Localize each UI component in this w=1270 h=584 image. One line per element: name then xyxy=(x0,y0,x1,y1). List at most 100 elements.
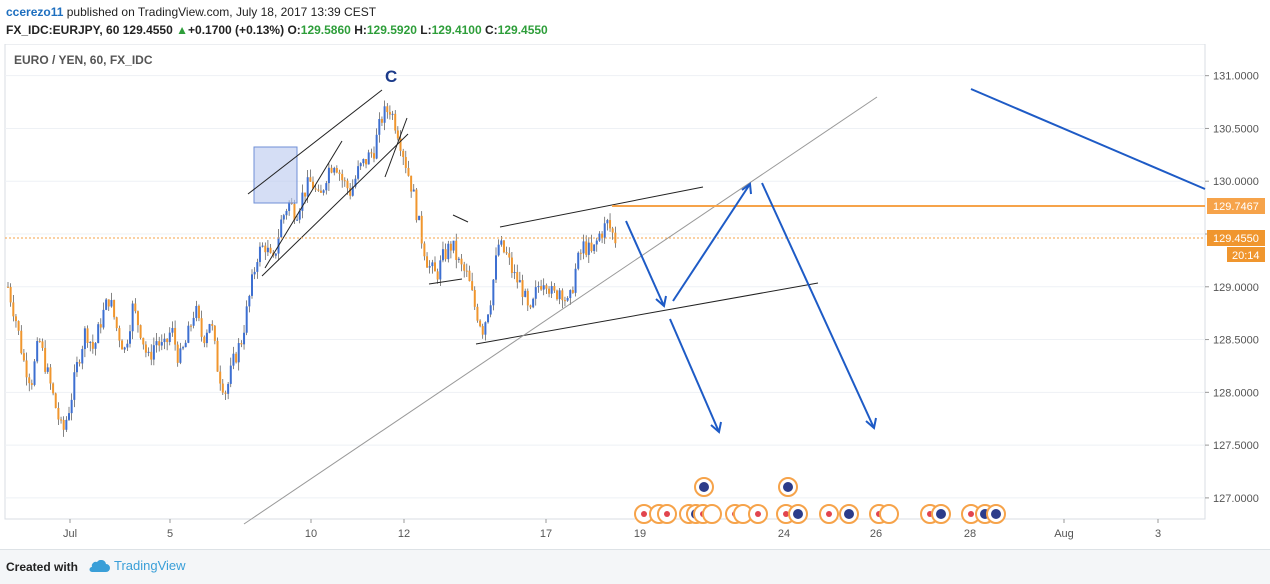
candle-body xyxy=(595,240,598,245)
candle-body xyxy=(601,233,604,238)
cloud-icon xyxy=(89,559,110,572)
candle-body xyxy=(195,305,198,318)
long-trendline[interactable] xyxy=(243,96,878,525)
candle-body xyxy=(152,345,155,360)
downtrend-line[interactable] xyxy=(970,88,1206,190)
candle-body xyxy=(68,413,70,420)
candle-body xyxy=(60,419,63,421)
candle-body xyxy=(20,330,23,354)
candle-body xyxy=(516,272,519,283)
candle-body xyxy=(378,118,381,135)
triangle-lower-line[interactable] xyxy=(475,282,819,345)
candle-body xyxy=(49,367,52,384)
high-label: H: xyxy=(354,23,367,37)
candle-body xyxy=(33,361,36,385)
candle-body xyxy=(73,372,76,400)
x-tick-label: 24 xyxy=(778,528,790,540)
svg-text:129.7467: 129.7467 xyxy=(1213,201,1259,213)
candle-body xyxy=(537,286,540,288)
candle-body xyxy=(611,228,614,233)
candle-body xyxy=(232,353,235,366)
channel-lower-line[interactable] xyxy=(261,133,409,277)
triangle-upper-line[interactable] xyxy=(499,186,704,228)
small-line-a[interactable] xyxy=(452,214,469,223)
candle-body xyxy=(357,166,360,179)
chart-area[interactable]: 131.0000130.5000130.0000129.5000129.0000… xyxy=(0,44,1270,549)
candle-body xyxy=(266,247,269,253)
candle-body xyxy=(532,298,535,308)
candle-body xyxy=(46,367,49,372)
candle-body xyxy=(388,112,391,115)
candle-body xyxy=(200,318,203,337)
candle-body xyxy=(216,340,219,372)
candle-body xyxy=(367,152,370,165)
small-line-b[interactable] xyxy=(428,278,463,285)
candle-body xyxy=(102,309,105,328)
highlight-box[interactable] xyxy=(253,146,298,204)
candle-body xyxy=(556,290,558,300)
arrow-down-2[interactable] xyxy=(669,318,720,433)
candle-body xyxy=(144,344,147,353)
candle-body xyxy=(205,332,208,344)
tradingview-brand[interactable]: TradingView xyxy=(88,558,186,574)
event-markers[interactable] xyxy=(634,477,1006,524)
candle-body xyxy=(351,186,354,196)
candle-body xyxy=(171,327,174,333)
candle-body xyxy=(489,305,492,315)
svg-text:129.4550: 129.4550 xyxy=(1213,233,1259,245)
candle-body xyxy=(333,167,336,173)
candle-body xyxy=(309,177,312,182)
arrow-up-1[interactable] xyxy=(672,183,751,302)
arrow-down-3[interactable] xyxy=(761,182,875,429)
candle-body xyxy=(587,242,590,255)
event-icon-flag xyxy=(844,509,854,519)
candle-body xyxy=(327,167,330,184)
candle-body xyxy=(240,343,243,345)
drawings[interactable]: C xyxy=(5,67,1206,525)
channel-upper-line[interactable] xyxy=(247,89,383,195)
candle-body xyxy=(579,252,582,254)
candle-body xyxy=(500,240,503,245)
candle-body xyxy=(431,262,434,267)
high-value: 129.5920 xyxy=(366,23,417,37)
candle-body xyxy=(412,189,415,192)
candle-body xyxy=(510,257,513,273)
candle-body xyxy=(243,332,246,345)
candle-body xyxy=(590,242,593,252)
candle-body xyxy=(105,299,108,310)
steep-line[interactable] xyxy=(384,117,408,178)
candle-body xyxy=(452,240,455,251)
candle-body xyxy=(197,305,200,319)
low-value: 129.4100 xyxy=(431,23,482,37)
price-chart[interactable]: 131.0000130.5000130.0000129.5000129.0000… xyxy=(0,44,1270,549)
candle-body xyxy=(306,177,309,197)
candle-body xyxy=(335,167,338,173)
candle-body xyxy=(261,245,264,247)
x-tick-label: 17 xyxy=(540,528,552,540)
candle-body xyxy=(354,178,357,187)
candle-body xyxy=(420,215,423,244)
candle-body xyxy=(83,328,86,350)
candle-body xyxy=(473,289,476,307)
candle-body xyxy=(423,243,426,257)
x-tick-label: 19 xyxy=(634,528,646,540)
candle-body xyxy=(492,279,495,306)
candle-body xyxy=(325,183,328,191)
arrow-down-1[interactable] xyxy=(625,220,665,307)
candle-body xyxy=(298,210,301,220)
candle-body xyxy=(380,118,383,123)
candle-body xyxy=(121,340,124,350)
event-icon-dot xyxy=(664,511,670,517)
candle-body xyxy=(36,341,39,362)
candle-body xyxy=(139,325,142,338)
candle-body xyxy=(211,324,214,326)
candle-body xyxy=(479,320,482,327)
candle-body xyxy=(402,150,405,158)
candle-body xyxy=(81,349,84,364)
author-link[interactable]: ccerezo11 xyxy=(6,5,64,19)
candle-body xyxy=(540,286,543,290)
candle-body xyxy=(86,328,89,343)
wedge-line[interactable] xyxy=(264,140,343,269)
close-value: 129.4550 xyxy=(497,23,548,37)
candle-body xyxy=(134,303,137,312)
